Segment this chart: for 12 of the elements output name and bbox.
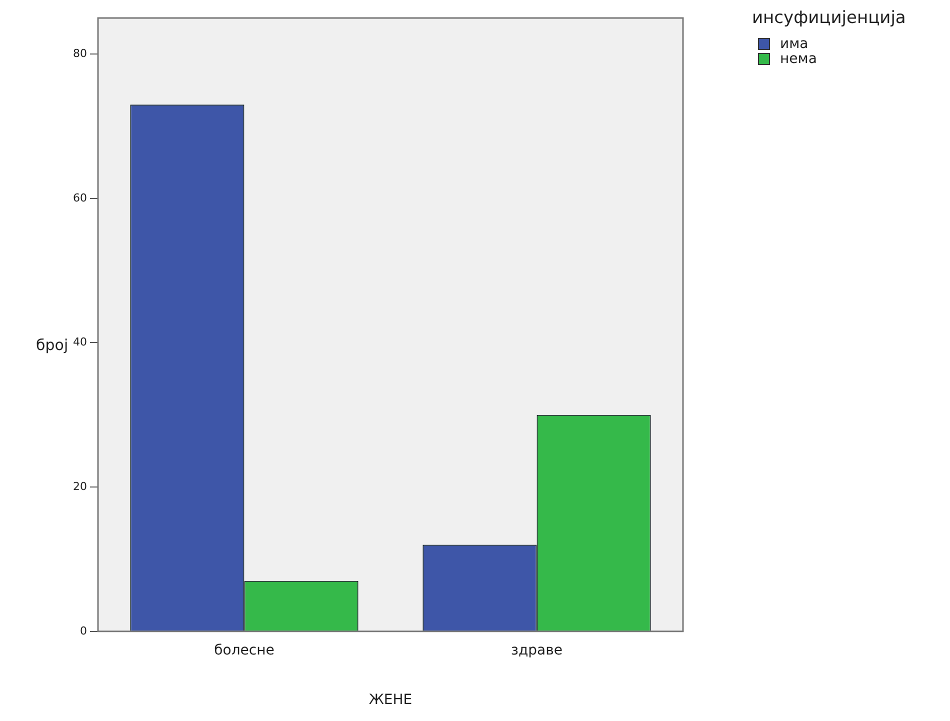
x-tick-label: здраве <box>511 642 562 658</box>
legend-label: има <box>780 36 808 52</box>
legend-label: нема <box>780 50 817 66</box>
x-tick-label: болесне <box>214 642 274 658</box>
y-tick-label: 40 <box>72 336 87 349</box>
x-axis-title: ЖЕНЕ <box>368 692 412 708</box>
y-tick-label: 20 <box>72 480 87 493</box>
y-tick-label: 60 <box>72 191 87 204</box>
y-tick-label: 0 <box>80 624 87 638</box>
y-axis-title: број <box>36 336 68 354</box>
legend-title: инсуфицијенција <box>752 8 906 28</box>
y-tick-label: 80 <box>72 46 87 60</box>
